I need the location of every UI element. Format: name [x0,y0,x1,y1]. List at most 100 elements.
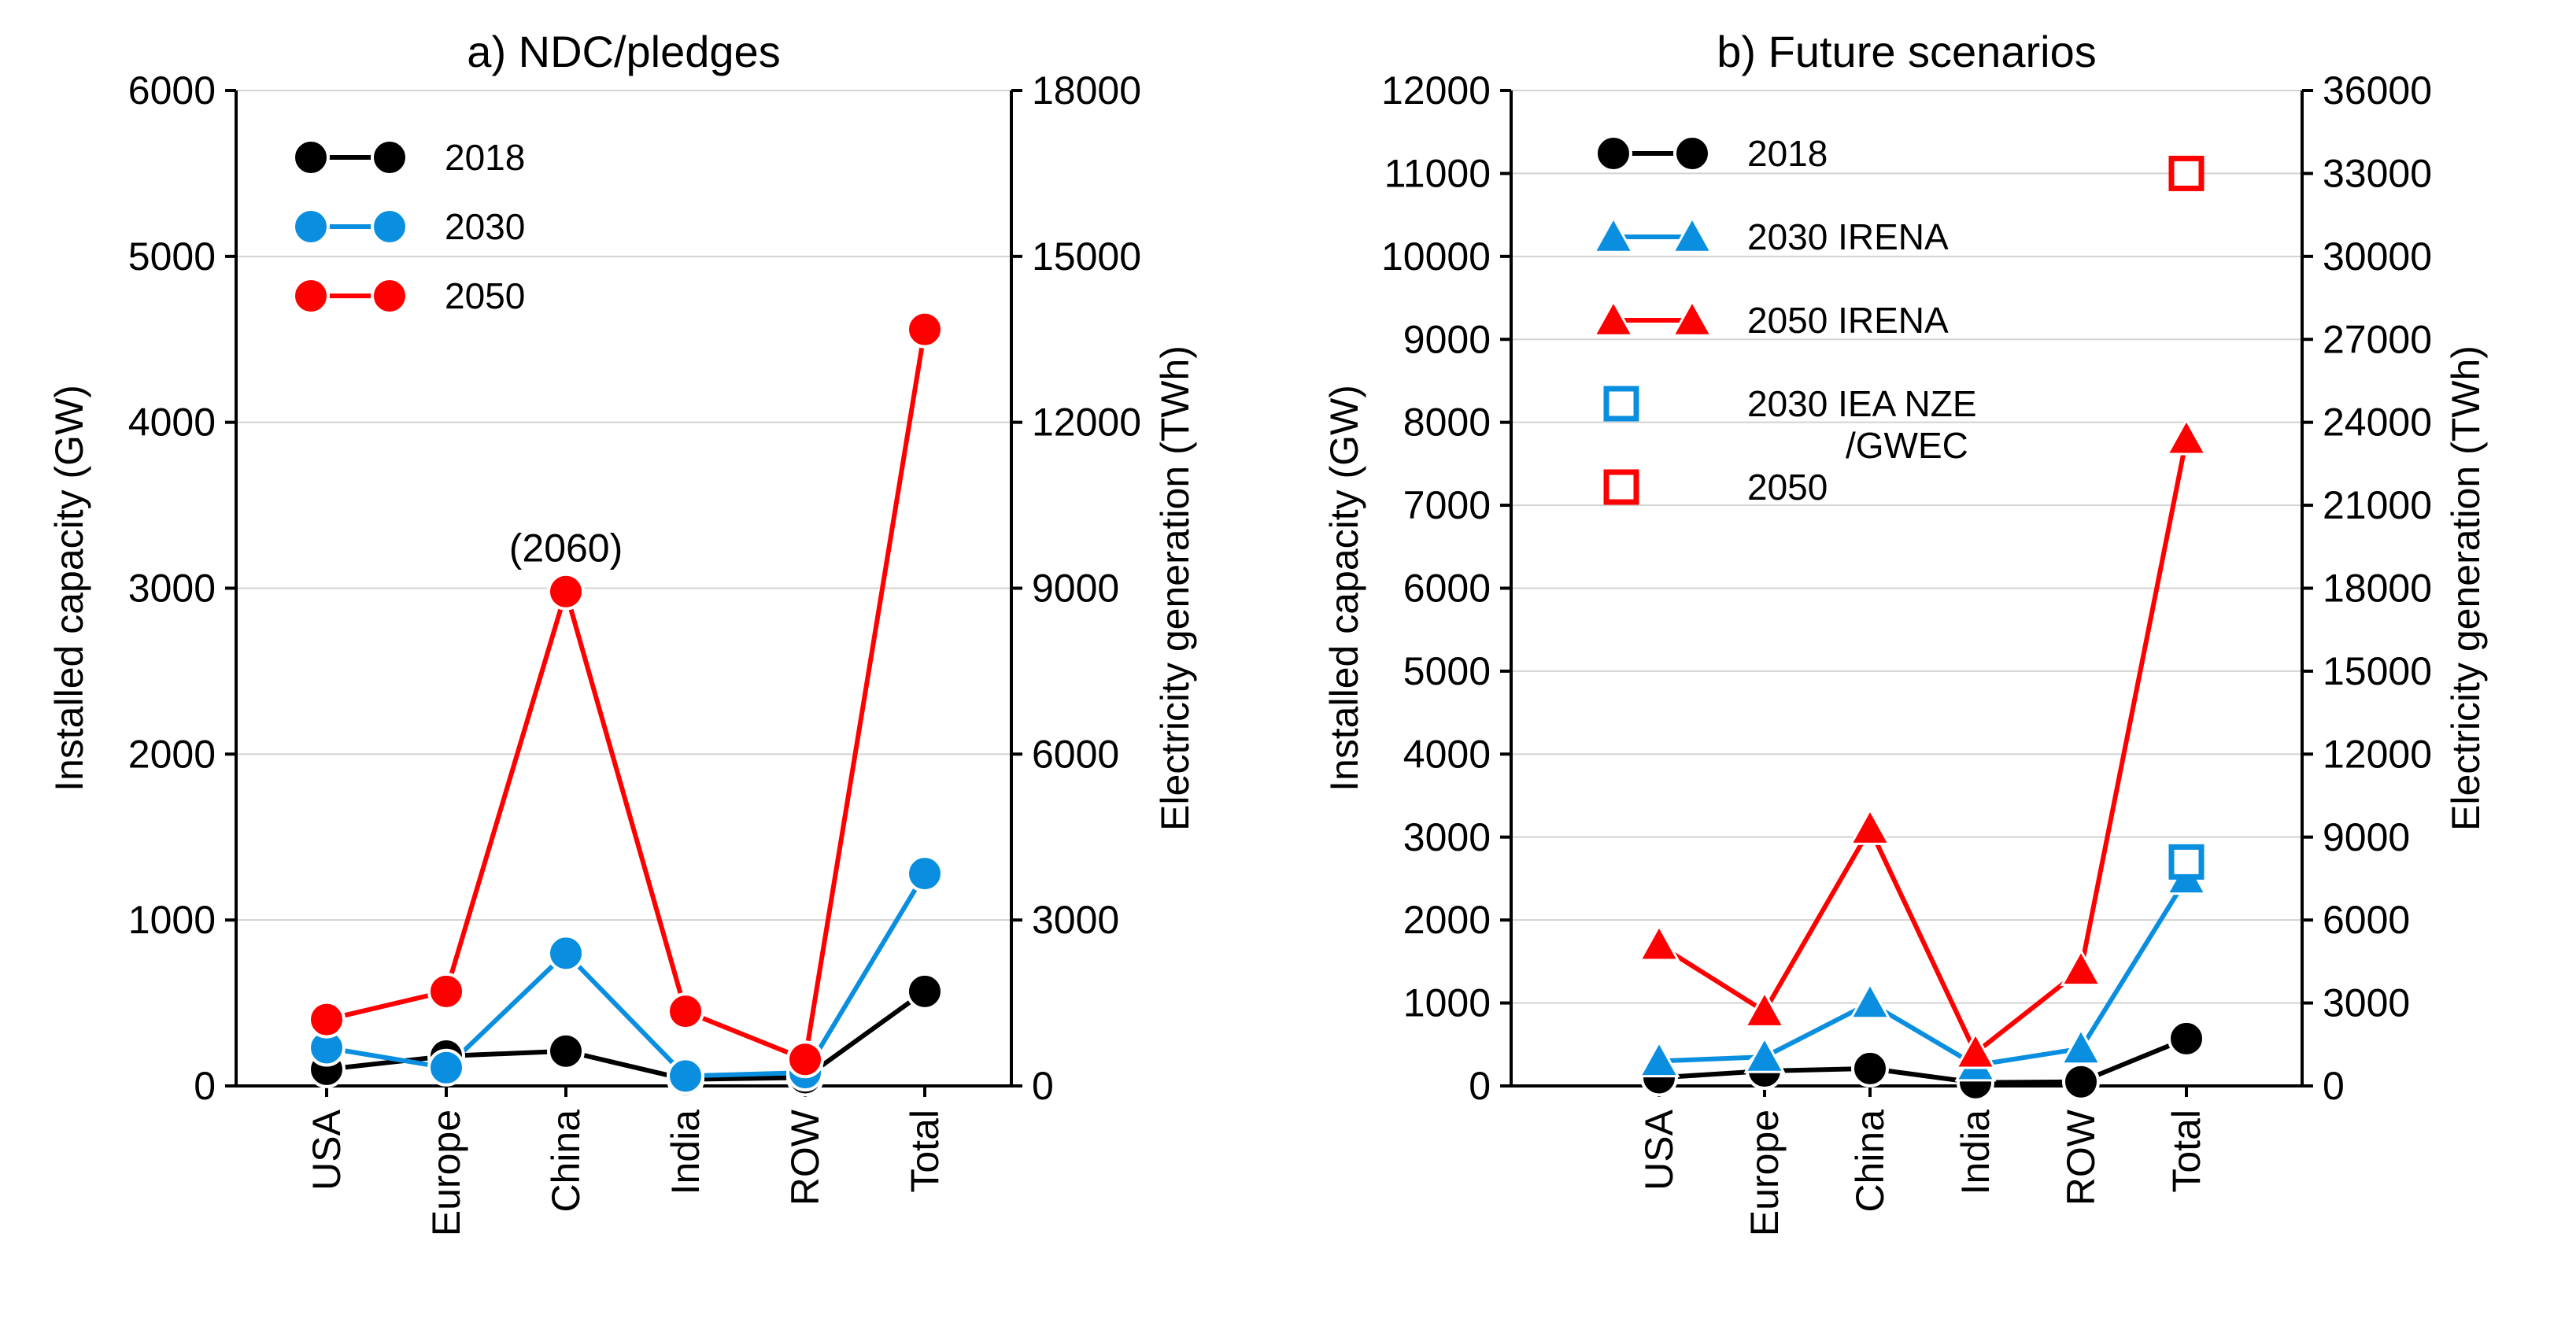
x-tick-label: USA [305,1109,349,1190]
y-axis-title-right: Electricity generation (TWh) [2444,345,2488,831]
data-point [2165,417,2208,456]
y-tick-label-right: 24000 [2323,401,2432,445]
y-tick-label-left: 2000 [1403,898,1491,942]
y-tick-label-right: 6000 [2323,898,2410,942]
legend-marker [371,138,408,176]
y-tick-label-left: 7000 [1403,483,1491,527]
data-point [427,972,465,1010]
data-point [1954,1031,1997,1069]
y-tick-label-right: 12000 [1032,401,1141,445]
y-tick-label-left: 3000 [1403,815,1491,859]
y-tick-label-left: 5000 [128,234,216,279]
y-tick-label-right: 3000 [1032,898,1119,942]
legend-marker [1603,386,1639,422]
legend-marker [1592,298,1635,337]
y-tick-label-right: 36000 [2323,68,2432,113]
x-tick-label: USA [1637,1109,1681,1190]
data-point [1743,990,1786,1028]
data-point [2062,1062,2100,1101]
data-point [2060,948,2102,987]
x-tick-label: Total [2164,1110,2208,1193]
legend-label: 2050 IRENA [1747,300,1949,341]
legend-marker [371,277,408,315]
x-tick-label: Europe [424,1110,468,1236]
y-tick-label-left: 0 [1469,1064,1491,1108]
legend-marker [292,208,330,246]
x-tick-label: ROW [783,1109,827,1206]
x-tick-label: ROW [2059,1109,2103,1206]
data-point [1743,1036,1786,1073]
data-point [547,934,585,973]
y-tick-label-left: 4000 [1403,732,1491,776]
series-line [1658,1036,2188,1085]
legend-label: 2018 [1747,133,1828,174]
x-tick-label: China [544,1110,588,1213]
series-line [326,329,927,1062]
legend-marker [1671,215,1713,253]
data-point [1851,1049,1889,1088]
y-tick-label-left: 2000 [128,732,216,776]
data-point [427,1048,465,1087]
x-tick-label: India [663,1110,708,1195]
y-tick-label-right: 18000 [2323,567,2432,611]
y-axis-title-left: Installed capacity (GW) [1322,385,1366,792]
y-tick-label-left: 9000 [1403,317,1491,361]
x-tick-label: Total [903,1110,947,1193]
series-line [326,989,926,1082]
x-tick-label: Europe [1743,1110,1787,1236]
legend-label: 2050 [1747,467,1828,508]
data-point [906,855,944,893]
data-point [547,1032,585,1070]
y-tick-label-right: 27000 [2323,317,2432,361]
y-tick-label-right: 21000 [2323,483,2432,527]
data-point [667,1057,704,1095]
chart-title: b) Future scenarios [1717,27,2096,76]
data-point [2168,1019,2205,1058]
y-axis-title-right: Electricity generation (TWh) [1153,345,1197,831]
y-tick-label-left: 6000 [128,68,216,113]
y-tick-label-left: 5000 [1403,649,1491,693]
legend-label: 2050 [445,275,525,316]
y-tick-label-left: 3000 [128,567,216,611]
data-point [786,1040,824,1079]
y-tick-label-left: 8000 [1403,401,1491,445]
legend-marker [292,277,330,315]
y-tick-label-right: 15000 [2323,649,2432,693]
y-tick-label-right: 3000 [2323,981,2410,1025]
legend-marker [1673,135,1711,172]
legend-label: 2030 IEA NZE [1747,383,1977,424]
legend-marker [292,138,330,176]
data-point [547,572,585,611]
y-tick-label-left: 10000 [1381,234,1491,279]
legend-marker [1592,215,1635,253]
panel-b: 0 1000 2000 3000 4000 5000 6000 7000 8000 9000 100… [1322,27,2488,1236]
data-point [2060,1027,2102,1065]
data-point [906,310,944,349]
x-tick-label: India [1953,1110,1998,1195]
legend-marker [1595,135,1632,172]
y-tick-label-right: 30000 [2323,234,2432,279]
data-point [906,972,944,1010]
panel-a: 0 1000 2000 3000 4000 5000 6000 0 3000 6000 9000 12… [47,27,1197,1236]
series-line [1658,877,2189,1068]
chart-title: a) NDC/pledges [467,27,780,76]
series-line [326,872,927,1079]
y-tick-label-right: 9000 [2323,815,2410,859]
y-tick-label-right: 6000 [1032,732,1119,776]
legend-note: /GWEC [1846,425,1968,466]
data-point [1849,807,1891,845]
y-tick-label-right: 0 [2323,1064,2345,1108]
y-tick-label-left: 4000 [128,401,216,445]
data-point [2168,155,2205,191]
annotation-label: (2060) [509,526,623,571]
legend-marker [371,208,408,246]
y-tick-label-left: 12000 [1381,68,1491,113]
y-tick-label-left: 11000 [1384,151,1491,195]
data-point [1638,1040,1680,1078]
legend-marker [1671,298,1713,337]
y-tick-label-right: 9000 [1032,567,1119,611]
y-tick-label-left: 6000 [1403,567,1491,611]
y-tick-label-right: 18000 [1032,68,1141,113]
y-axis-title-left: Installed capacity (GW) [47,385,91,792]
